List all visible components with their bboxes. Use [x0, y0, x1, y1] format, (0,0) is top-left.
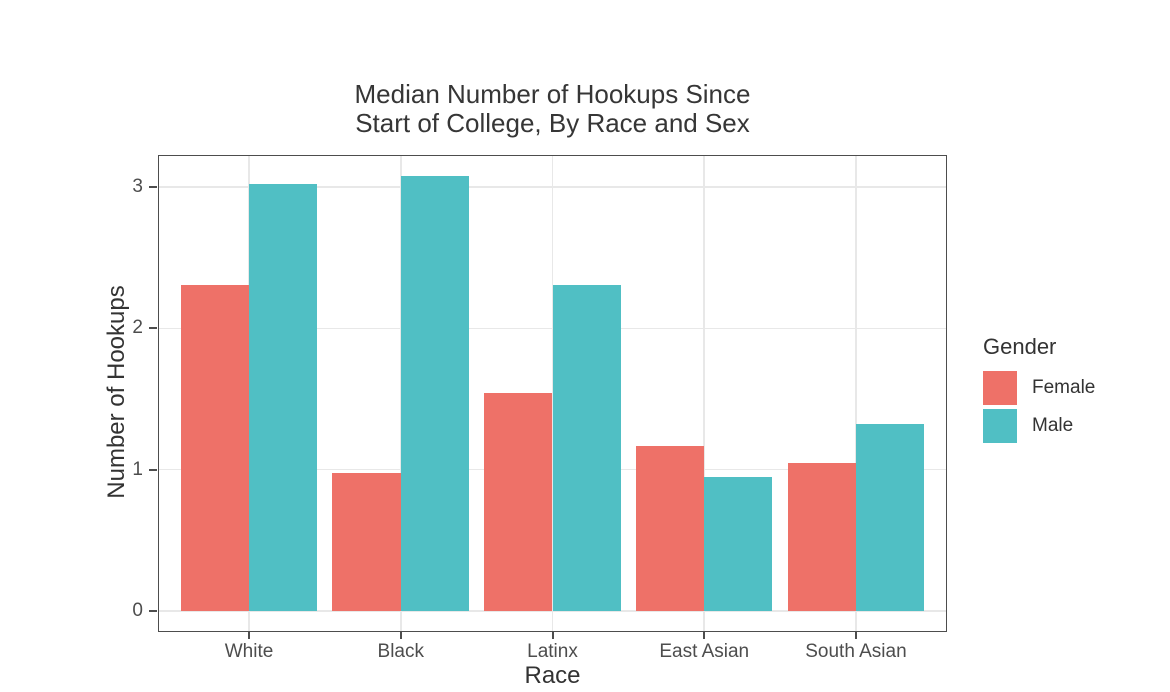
- legend-item-male: Male: [983, 409, 1153, 443]
- x-tick-label-white: White: [224, 641, 274, 662]
- x-tick-label-black: Black: [377, 641, 424, 662]
- x-axis-tick-south-asian: [854, 632, 857, 639]
- bar-east-asian-female: [635, 445, 705, 611]
- y-tick-label-1: 1: [132, 458, 143, 480]
- x-axis-tick-white: [248, 632, 251, 639]
- bar-south-asian-male: [855, 424, 925, 611]
- gridline-y-0: [158, 610, 947, 612]
- chart-title: Median Number of Hookups Since Start of …: [158, 80, 947, 138]
- x-axis-tick-latinx: [551, 632, 554, 639]
- bar-latinx-female: [484, 393, 553, 611]
- bar-black-female: [332, 472, 401, 611]
- x-axis-title: Race: [524, 662, 581, 689]
- x-tick-label-east-asian: East Asian: [659, 641, 750, 662]
- bar-white-female: [180, 284, 250, 611]
- y-tick-label-2: 2: [132, 317, 143, 339]
- legend: Gender Female Male: [983, 334, 1153, 447]
- x-tick-label-south-asian: South Asian: [805, 641, 907, 662]
- plot-panel-border: [158, 155, 947, 632]
- bar-south-asian-female: [787, 462, 856, 611]
- y-axis-tick-1: [149, 468, 157, 471]
- gridline-y-3: [158, 186, 947, 188]
- chart-title-line2: Start of College, By Race and Sex: [355, 108, 750, 138]
- x-tick-label-latinx: Latinx: [527, 641, 578, 662]
- x-axis-tick-black: [399, 632, 402, 639]
- bar-east-asian-male: [704, 476, 773, 611]
- y-axis-tick-2: [149, 327, 157, 330]
- legend-item-female: Female: [983, 371, 1153, 405]
- legend-swatch-female-icon: [983, 371, 1017, 405]
- y-axis-tick-0: [149, 610, 157, 612]
- legend-title: Gender: [983, 334, 1057, 359]
- legend-label-female: Female: [1032, 377, 1096, 398]
- gridline-x-east-asian: [703, 155, 705, 632]
- gridline-x-south-asian: [855, 155, 857, 632]
- legend-label-male: Male: [1032, 415, 1074, 436]
- bar-white-male: [249, 184, 318, 611]
- y-tick-label-0: 0: [132, 600, 143, 621]
- bar-latinx-male: [552, 284, 621, 611]
- x-axis-tick-east-asian: [703, 632, 706, 639]
- bar-black-male: [400, 175, 470, 611]
- y-tick-label-3: 3: [132, 176, 143, 198]
- legend-swatch-male-icon: [983, 409, 1017, 443]
- y-axis-tick-3: [149, 186, 157, 189]
- chart-title-line1: Median Number of Hookups Since: [354, 79, 751, 109]
